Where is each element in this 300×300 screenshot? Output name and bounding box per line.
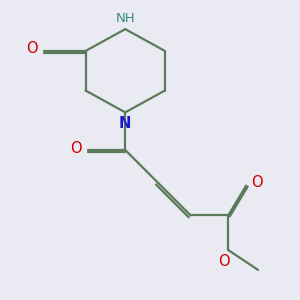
Text: O: O: [70, 140, 82, 155]
Text: O: O: [26, 41, 38, 56]
Text: O: O: [218, 254, 230, 269]
Text: NH: NH: [116, 12, 135, 25]
Text: O: O: [251, 175, 263, 190]
Text: N: N: [119, 116, 131, 131]
